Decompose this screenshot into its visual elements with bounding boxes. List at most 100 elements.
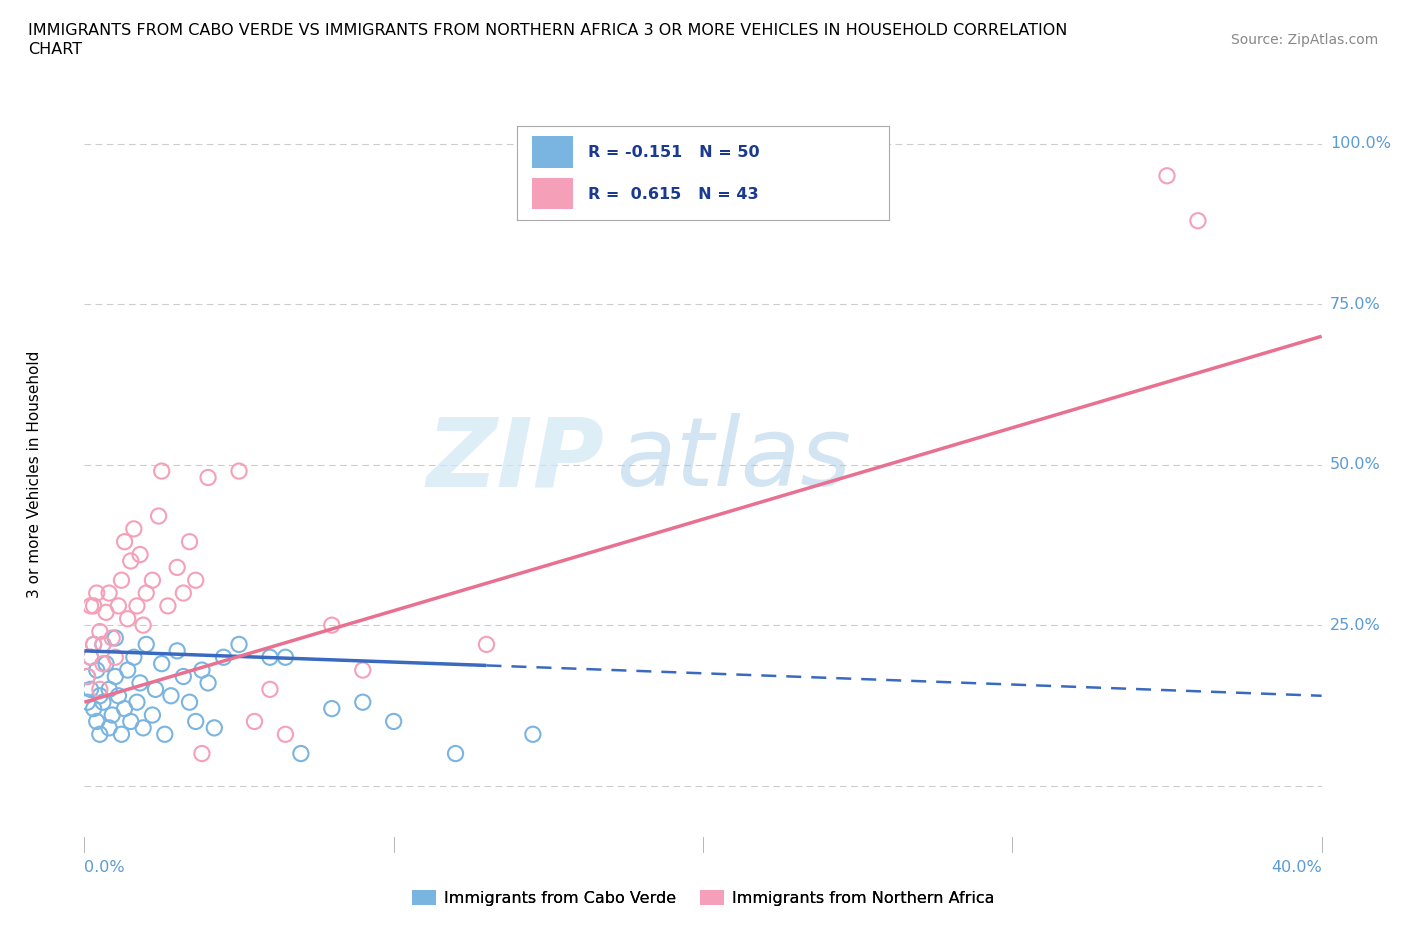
Point [91,657,114,671]
Point [110,573,132,588]
Point [107,599,129,614]
Point [98,682,121,697]
Point [172,586,194,601]
Point [86,714,108,729]
Point [104,631,127,645]
Point [179,534,201,549]
Point [444,746,467,761]
Point [91,637,114,652]
Point [125,695,148,710]
Text: 100.0%: 100.0% [1330,136,1391,152]
Point [83,637,105,652]
Point [129,675,152,690]
Text: 40.0%: 40.0% [1271,860,1322,875]
Point [135,586,157,601]
Point [352,695,374,710]
Point [290,746,312,761]
Point [110,727,132,742]
Text: 25.0%: 25.0% [1330,618,1381,632]
Point [1156,168,1178,183]
Point [89,682,111,697]
Point [172,669,194,684]
Text: 50.0%: 50.0% [1330,458,1381,472]
Point [91,637,114,652]
Text: 75.0%: 75.0% [1330,297,1381,312]
Legend: Immigrants from Cabo Verde, Immigrants from Northern Africa: Immigrants from Cabo Verde, Immigrants f… [405,884,1001,912]
Point [212,650,235,665]
Point [132,721,155,736]
Point [83,701,105,716]
Point [274,727,297,742]
Point [104,669,127,684]
Point [1187,213,1209,228]
Point [135,637,157,652]
Point [120,553,142,568]
Point [202,721,225,736]
Point [228,464,250,479]
Point [83,599,105,614]
Point [352,663,374,678]
Text: ZIP: ZIP [426,413,605,506]
Point [98,721,121,736]
Point [79,682,101,697]
Point [98,586,121,601]
Point [120,714,142,729]
Point [141,708,163,723]
Point [117,663,139,678]
Point [86,586,108,601]
Point [191,746,214,761]
Point [160,688,183,703]
Point [150,657,173,671]
Point [179,695,201,710]
Point [89,688,111,703]
Point [228,637,250,652]
Point [259,682,281,697]
Point [122,522,145,537]
Point [243,714,266,729]
Point [94,604,117,619]
Point [522,727,544,742]
Point [321,701,343,716]
Text: atlas: atlas [616,413,852,506]
Point [122,650,145,665]
Point [94,657,117,671]
Point [197,675,219,690]
Point [191,663,214,678]
Text: Source: ZipAtlas.com: Source: ZipAtlas.com [1230,33,1378,46]
Point [150,464,173,479]
Point [117,611,139,626]
Point [86,663,108,678]
Point [83,637,105,652]
Point [107,688,129,703]
Point [141,573,163,588]
Point [114,701,136,716]
Text: CHART: CHART [28,42,82,57]
Point [79,650,101,665]
Point [125,599,148,614]
Point [259,650,281,665]
Point [101,631,124,645]
Point [274,650,297,665]
Point [114,534,136,549]
Point [132,618,155,632]
Point [76,669,98,684]
Point [166,560,188,575]
Text: 3 or more Vehicles in Household: 3 or more Vehicles in Household [27,351,42,598]
Point [89,624,111,639]
Point [89,727,111,742]
Point [148,509,170,524]
Point [321,618,343,632]
Point [145,682,167,697]
Point [197,470,219,485]
Point [101,708,124,723]
Point [79,650,101,665]
Point [91,695,114,710]
Point [153,727,176,742]
Point [382,714,405,729]
Text: IMMIGRANTS FROM CABO VERDE VS IMMIGRANTS FROM NORTHERN AFRICA 3 OR MORE VEHICLES: IMMIGRANTS FROM CABO VERDE VS IMMIGRANTS… [28,23,1067,38]
Point [104,650,127,665]
Text: 0.0%: 0.0% [84,860,125,875]
Point [156,599,179,614]
Point [76,669,98,684]
Point [184,714,207,729]
